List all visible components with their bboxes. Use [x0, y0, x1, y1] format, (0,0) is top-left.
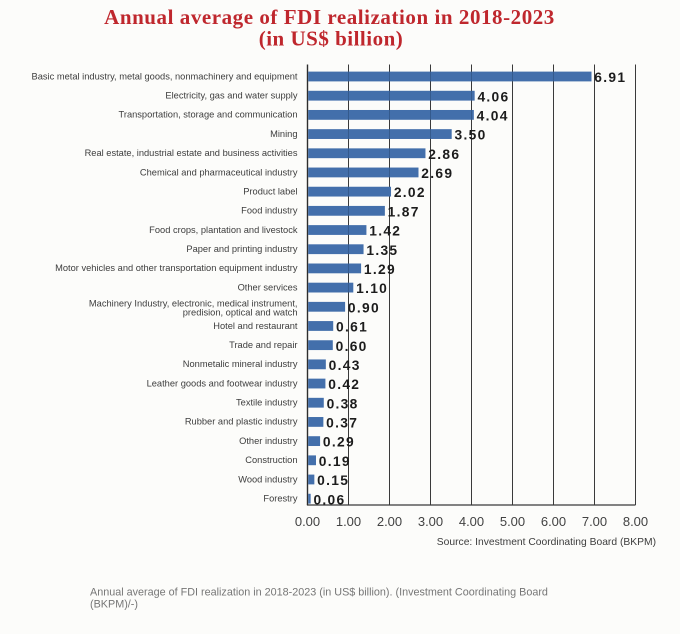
svg-text:4.00: 4.00	[459, 514, 484, 529]
svg-text:Annual average of FDI realizat: Annual average of FDI realization in 201…	[104, 5, 555, 29]
svg-text:3.50: 3.50	[455, 128, 487, 143]
svg-text:6.91: 6.91	[594, 70, 626, 85]
svg-text:2.69: 2.69	[421, 166, 453, 181]
svg-text:2.00: 2.00	[377, 514, 402, 529]
svg-text:3.00: 3.00	[418, 514, 443, 529]
svg-text:0.29: 0.29	[323, 435, 355, 450]
svg-text:Hotel and restaurant: Hotel and restaurant	[213, 321, 298, 331]
svg-text:0.90: 0.90	[348, 300, 380, 315]
svg-text:Leather goods and footwear ind: Leather goods and footwear industry	[147, 378, 298, 388]
svg-text:Trade and repair: Trade and repair	[229, 340, 297, 350]
svg-text:4.04: 4.04	[477, 108, 509, 123]
svg-text:7.00: 7.00	[582, 514, 607, 529]
svg-text:Mining: Mining	[270, 129, 297, 139]
svg-text:Other industry: Other industry	[239, 436, 298, 446]
svg-text:Paper and printing industry: Paper and printing industry	[186, 244, 297, 254]
svg-text:1.00: 1.00	[336, 514, 361, 529]
svg-text:Basic metal industry, metal go: Basic metal industry, metal goods, nonma…	[32, 71, 298, 81]
svg-text:Chemical and pharmaceutical in: Chemical and pharmaceutical industry	[140, 167, 298, 177]
svg-text:0.38: 0.38	[327, 396, 359, 411]
svg-text:Forestry: Forestry	[263, 493, 297, 503]
svg-text:0.19: 0.19	[319, 454, 351, 469]
svg-text:4.06: 4.06	[477, 89, 509, 104]
svg-text:8.00: 8.00	[623, 514, 648, 529]
svg-text:0.06: 0.06	[313, 492, 345, 507]
svg-text:0.15: 0.15	[317, 473, 349, 488]
svg-text:Machinery Industry, electronic: Machinery Industry, electronic, medical …	[89, 298, 298, 308]
svg-text:6.00: 6.00	[541, 514, 566, 529]
svg-text:Nonmetalic mineral industry: Nonmetalic mineral industry	[183, 359, 298, 369]
svg-text:(in US$ billion): (in US$ billion)	[259, 27, 404, 51]
svg-text:Other services: Other services	[238, 282, 298, 292]
svg-text:Wood industry: Wood industry	[238, 474, 298, 484]
svg-text:1.87: 1.87	[388, 204, 420, 219]
svg-text:1.29: 1.29	[364, 262, 396, 277]
svg-text:0.37: 0.37	[326, 416, 358, 431]
svg-text:Electricity, gas and water sup: Electricity, gas and water supply	[165, 90, 297, 100]
svg-text:0.00: 0.00	[295, 514, 320, 529]
svg-text:Food industry: Food industry	[241, 206, 298, 216]
svg-text:Construction: Construction	[245, 455, 297, 465]
svg-text:0.43: 0.43	[329, 358, 361, 373]
svg-text:(BKPM)/-): (BKPM)/-)	[90, 599, 138, 611]
svg-text:Source: Investment Coordinatin: Source: Investment Coordinating Board (B…	[437, 537, 656, 548]
svg-text:0.60: 0.60	[336, 339, 368, 354]
svg-text:Real estate, industrial estate: Real estate, industrial estate and busin…	[85, 148, 298, 158]
svg-text:Product label: Product label	[243, 186, 297, 196]
svg-text:Food crops, plantation and liv: Food crops, plantation and livestock	[149, 225, 298, 235]
svg-text:0.42: 0.42	[328, 377, 360, 392]
svg-text:2.02: 2.02	[394, 185, 426, 200]
svg-text:2.86: 2.86	[428, 147, 460, 162]
svg-text:Motor vehicles and other trans: Motor vehicles and other transportation …	[55, 263, 298, 273]
svg-text:1.10: 1.10	[356, 281, 388, 296]
svg-text:Rubber and plastic industry: Rubber and plastic industry	[185, 417, 298, 427]
svg-text:1.42: 1.42	[369, 224, 401, 239]
svg-text:0.61: 0.61	[336, 320, 368, 335]
svg-text:predision, optical and watch: predision, optical and watch	[183, 307, 298, 317]
svg-text:Annual average of FDI realizat: Annual average of FDI realization in 201…	[90, 587, 548, 599]
svg-text:Textile industry: Textile industry	[236, 398, 298, 408]
svg-text:Transportation, storage and co: Transportation, storage and communicatio…	[119, 110, 298, 120]
svg-text:5.00: 5.00	[500, 514, 525, 529]
svg-text:1.35: 1.35	[366, 243, 398, 258]
